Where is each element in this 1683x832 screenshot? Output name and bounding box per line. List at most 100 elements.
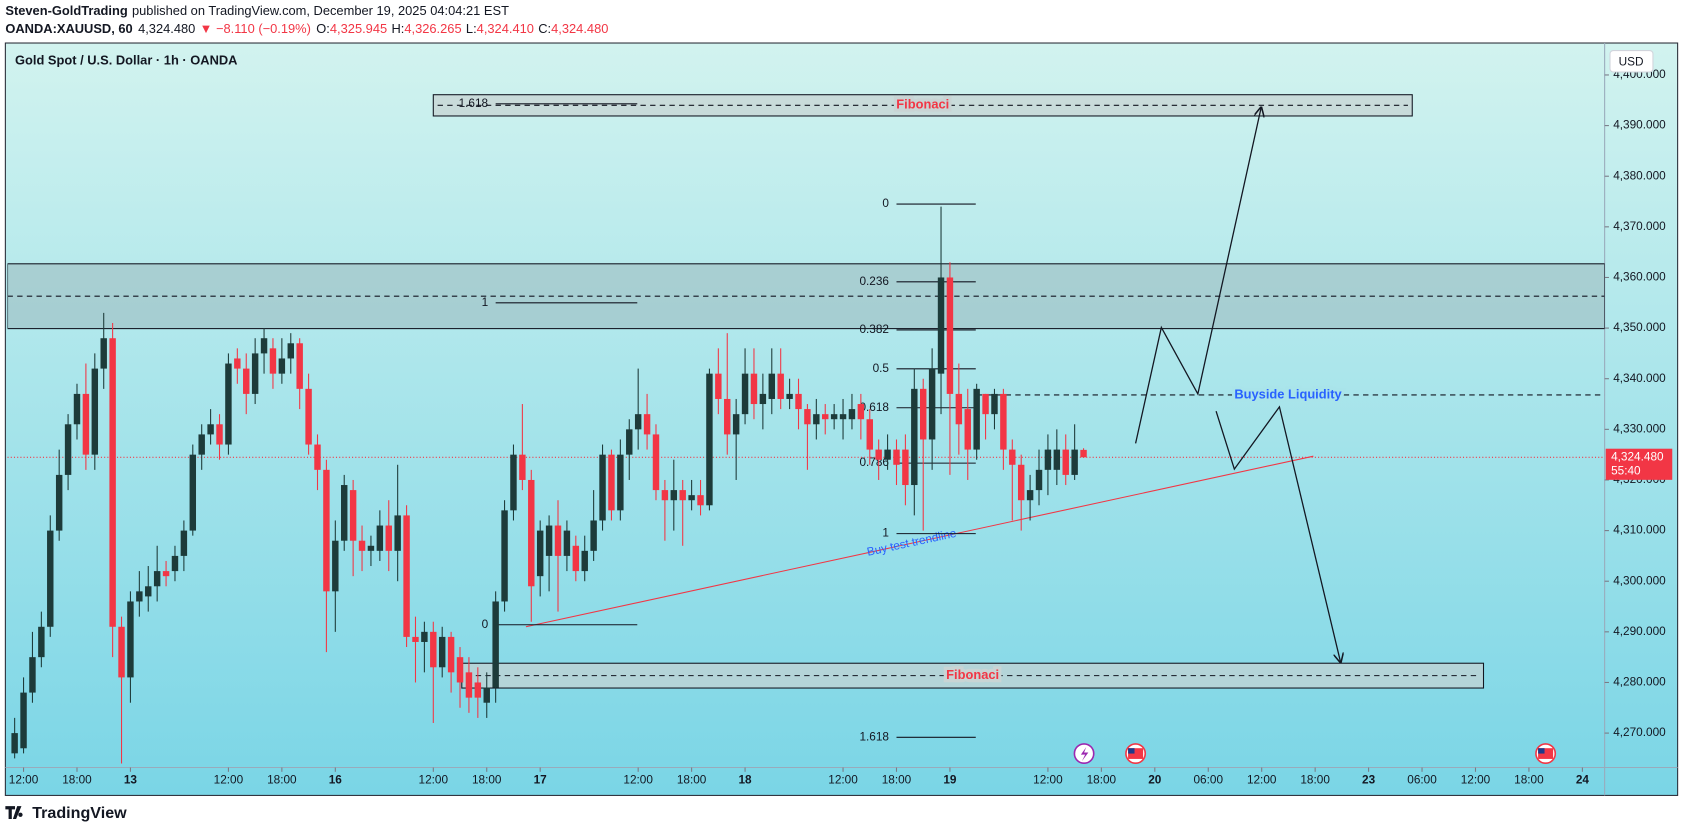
logo-mark — [5, 806, 23, 820]
candle-body — [260, 338, 268, 354]
candle-body — [153, 571, 161, 587]
candle-body — [554, 525, 562, 556]
candle-body — [759, 393, 767, 405]
fib-level-label: 0.236 — [859, 274, 889, 288]
candle-body — [1044, 449, 1052, 470]
candle-body — [1071, 449, 1078, 475]
fib-level-label: 1 — [882, 526, 889, 540]
candle-body — [1009, 449, 1016, 465]
candle-body — [902, 449, 909, 486]
fib-level-label: 1.618 — [859, 729, 889, 743]
x-tick-label: 06:00 — [1193, 773, 1223, 787]
candle-body — [786, 393, 793, 399]
x-tick-label: 12:00 — [623, 773, 653, 787]
y-tick-label: 4,370.000 — [1613, 219, 1666, 233]
ohlc-value: 4,324.410 — [477, 22, 534, 37]
x-tick-label: 18:00 — [267, 773, 297, 787]
candle-body — [207, 424, 214, 435]
candle-body — [536, 530, 544, 577]
y-tick-label: 4,330.000 — [1613, 421, 1666, 435]
candle-body — [349, 490, 357, 541]
flag — [1128, 748, 1144, 759]
ohlc-value: 4,324.480 — [551, 22, 608, 37]
candle-body — [608, 454, 615, 511]
x-tick-label: 12:00 — [1033, 773, 1063, 787]
candle-body — [866, 419, 873, 450]
candle-body — [456, 657, 464, 683]
x-tick-label: 06:00 — [1407, 773, 1437, 787]
x-tick-label: 16 — [329, 773, 343, 787]
candle-body — [911, 388, 918, 486]
candle-body — [991, 393, 998, 415]
published: published on TradingView.com, December 1… — [132, 3, 509, 18]
candle-body — [296, 343, 303, 389]
y-tick-label: 4,300.000 — [1613, 573, 1666, 587]
candle-body — [474, 682, 482, 698]
projection-arrow-down — [1215, 405, 1341, 662]
ohlc-value: 4,325.945 — [330, 22, 387, 37]
x-tick-label: 19 — [943, 773, 957, 787]
candle-body — [857, 404, 865, 420]
candle-body — [243, 368, 250, 394]
candle-body — [341, 485, 348, 541]
candle-body — [109, 338, 116, 627]
currency-box[interactable] — [1609, 49, 1654, 73]
candle-body — [795, 393, 802, 410]
candle-body — [287, 343, 294, 359]
candle-body — [225, 363, 232, 445]
x-tick-label: 13 — [124, 773, 138, 787]
x-tick-label: 12:00 — [1461, 773, 1491, 787]
candle-body — [1080, 449, 1087, 458]
candle-body — [1053, 449, 1061, 470]
candle-body — [634, 414, 642, 430]
candle-body — [145, 586, 152, 597]
ohlc-value: 4,326.265 — [404, 22, 461, 37]
x-tick-label: 18 — [739, 773, 753, 787]
x-tick-label: 18:00 — [62, 773, 92, 787]
candle-body — [29, 657, 36, 693]
candle-body — [91, 368, 99, 455]
candle-body — [964, 409, 971, 450]
candle-body — [100, 338, 107, 369]
symbol-line: OANDA:XAUUSD, 60 4,324.480 ▼ −8.110 (−0.19… — [5, 22, 608, 37]
y-tick-label: 4,270.000 — [1613, 725, 1666, 739]
candle-body — [590, 520, 597, 551]
candle-body — [438, 636, 446, 668]
candle-body — [519, 454, 526, 480]
x-tick-label: 18:00 — [882, 773, 912, 787]
fib-box-label: Fibonaci — [896, 97, 949, 112]
fib-level-label: 0.382 — [859, 322, 889, 336]
x-tick-label: 12:00 — [419, 773, 449, 787]
candle-body — [305, 388, 312, 445]
candle-body — [465, 672, 473, 698]
candle-body — [545, 525, 553, 556]
candle-body — [234, 358, 241, 369]
candle-body — [715, 373, 722, 399]
x-tick-label: 18:00 — [472, 773, 502, 787]
candle-body — [893, 449, 900, 465]
candle-body — [394, 515, 401, 551]
candle-body — [928, 368, 936, 440]
candle-body — [581, 550, 588, 572]
candle-body — [412, 636, 419, 642]
candle-body — [118, 626, 125, 678]
candle-body — [1062, 449, 1069, 475]
x-tick-label: 18:00 — [1300, 773, 1330, 787]
candle-body — [839, 414, 847, 420]
x-tick-label: 23 — [1362, 773, 1376, 787]
candle-body — [599, 454, 606, 521]
candle-body — [670, 490, 678, 501]
candle-body — [830, 414, 838, 420]
candle-body — [884, 449, 891, 460]
candle-body — [973, 388, 980, 450]
x-tick-label: 18:00 — [1514, 773, 1544, 787]
y-tick-label: 4,340.000 — [1613, 371, 1666, 385]
candle-body — [171, 555, 179, 572]
last-price-label: 4,324.480 — [1611, 449, 1664, 463]
x-tick-label: 12:00 — [1247, 773, 1277, 787]
candle-body — [661, 490, 669, 501]
candle-body — [421, 631, 428, 642]
candle-body — [697, 495, 704, 506]
candle-body — [492, 601, 499, 688]
